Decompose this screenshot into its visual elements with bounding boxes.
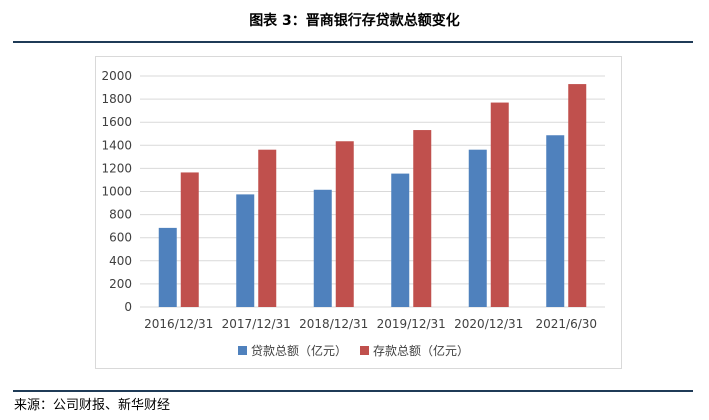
- x-tick-label: 2017/12/31: [222, 317, 291, 331]
- deposit-bar: [335, 141, 354, 307]
- figure-title: 图表 3：晋商银行存贷款总额变化: [249, 13, 460, 29]
- y-tick-label: 1000: [101, 185, 132, 199]
- y-tick-label: 400: [109, 254, 132, 268]
- loan-bar: [391, 173, 410, 307]
- loan-bar: [546, 135, 565, 307]
- legend-swatch-deposit: [360, 346, 369, 355]
- y-tick-label: 2000: [101, 69, 132, 83]
- deposit-bar: [413, 130, 432, 307]
- x-tick-label: 2018/12/31: [299, 317, 368, 331]
- legend-label-deposit: 存款总额（亿元）: [373, 343, 469, 358]
- legend-label-loan: 贷款总额（亿元）: [251, 343, 347, 358]
- y-tick-label: 600: [109, 231, 132, 245]
- source-note: 来源：公司财报、新华财经: [14, 398, 171, 413]
- deposit-bar: [180, 172, 199, 307]
- bottom-rule: [13, 390, 693, 392]
- y-tick-label: 0: [124, 300, 132, 314]
- deposit-bar: [568, 84, 587, 308]
- x-tick-label: 2019/12/31: [377, 317, 446, 331]
- deposit-bar: [490, 102, 509, 307]
- loan-bar: [158, 227, 177, 307]
- loan-bar: [236, 194, 255, 307]
- x-tick-label: 2021/6/30: [535, 317, 597, 331]
- top-rule: [13, 41, 693, 43]
- x-tick-label: 2020/12/31: [454, 317, 523, 331]
- y-tick-label: 200: [109, 277, 132, 291]
- y-tick-label: 1800: [101, 92, 132, 106]
- y-tick-label: 1600: [101, 115, 132, 129]
- y-tick-label: 1200: [101, 161, 132, 175]
- y-tick-label: 800: [109, 208, 132, 222]
- deposit-bar: [258, 149, 277, 307]
- loan-bar: [468, 149, 487, 307]
- legend-swatch-loan: [238, 346, 247, 355]
- y-tick-label: 1400: [101, 138, 132, 152]
- x-tick-label: 2016/12/31: [144, 317, 213, 331]
- loan-bar: [313, 189, 332, 307]
